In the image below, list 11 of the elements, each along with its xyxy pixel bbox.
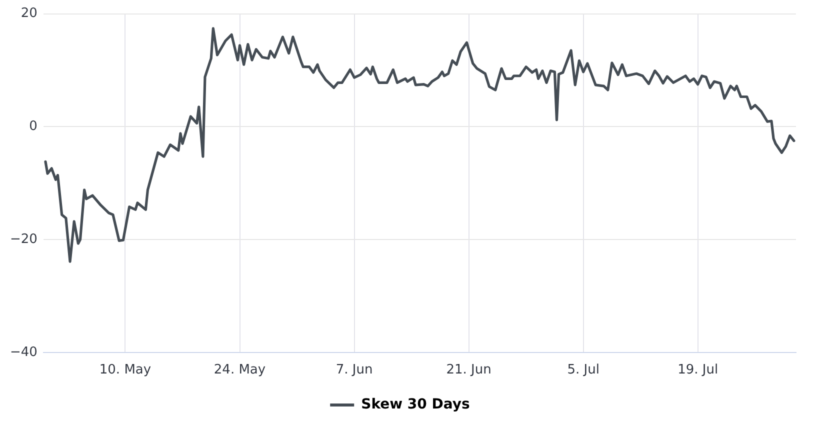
y-tick-label: 20 (20, 6, 38, 22)
y-tick-label: −40 (10, 344, 38, 360)
x-tick-label: 5. Jul (567, 362, 600, 378)
legend-label: Skew 30 Days (361, 396, 470, 413)
x-tick-label: 7. Jun (336, 362, 373, 378)
x-tick-label: 24. May (214, 362, 266, 378)
x-tick-label: 19. Jul (678, 362, 718, 378)
y-tick-label: 0 (29, 119, 38, 134)
x-tick-label: 10. May (99, 362, 152, 378)
x-tick-label: 21. Jun (446, 362, 492, 378)
y-tick-label: −20 (10, 232, 38, 247)
